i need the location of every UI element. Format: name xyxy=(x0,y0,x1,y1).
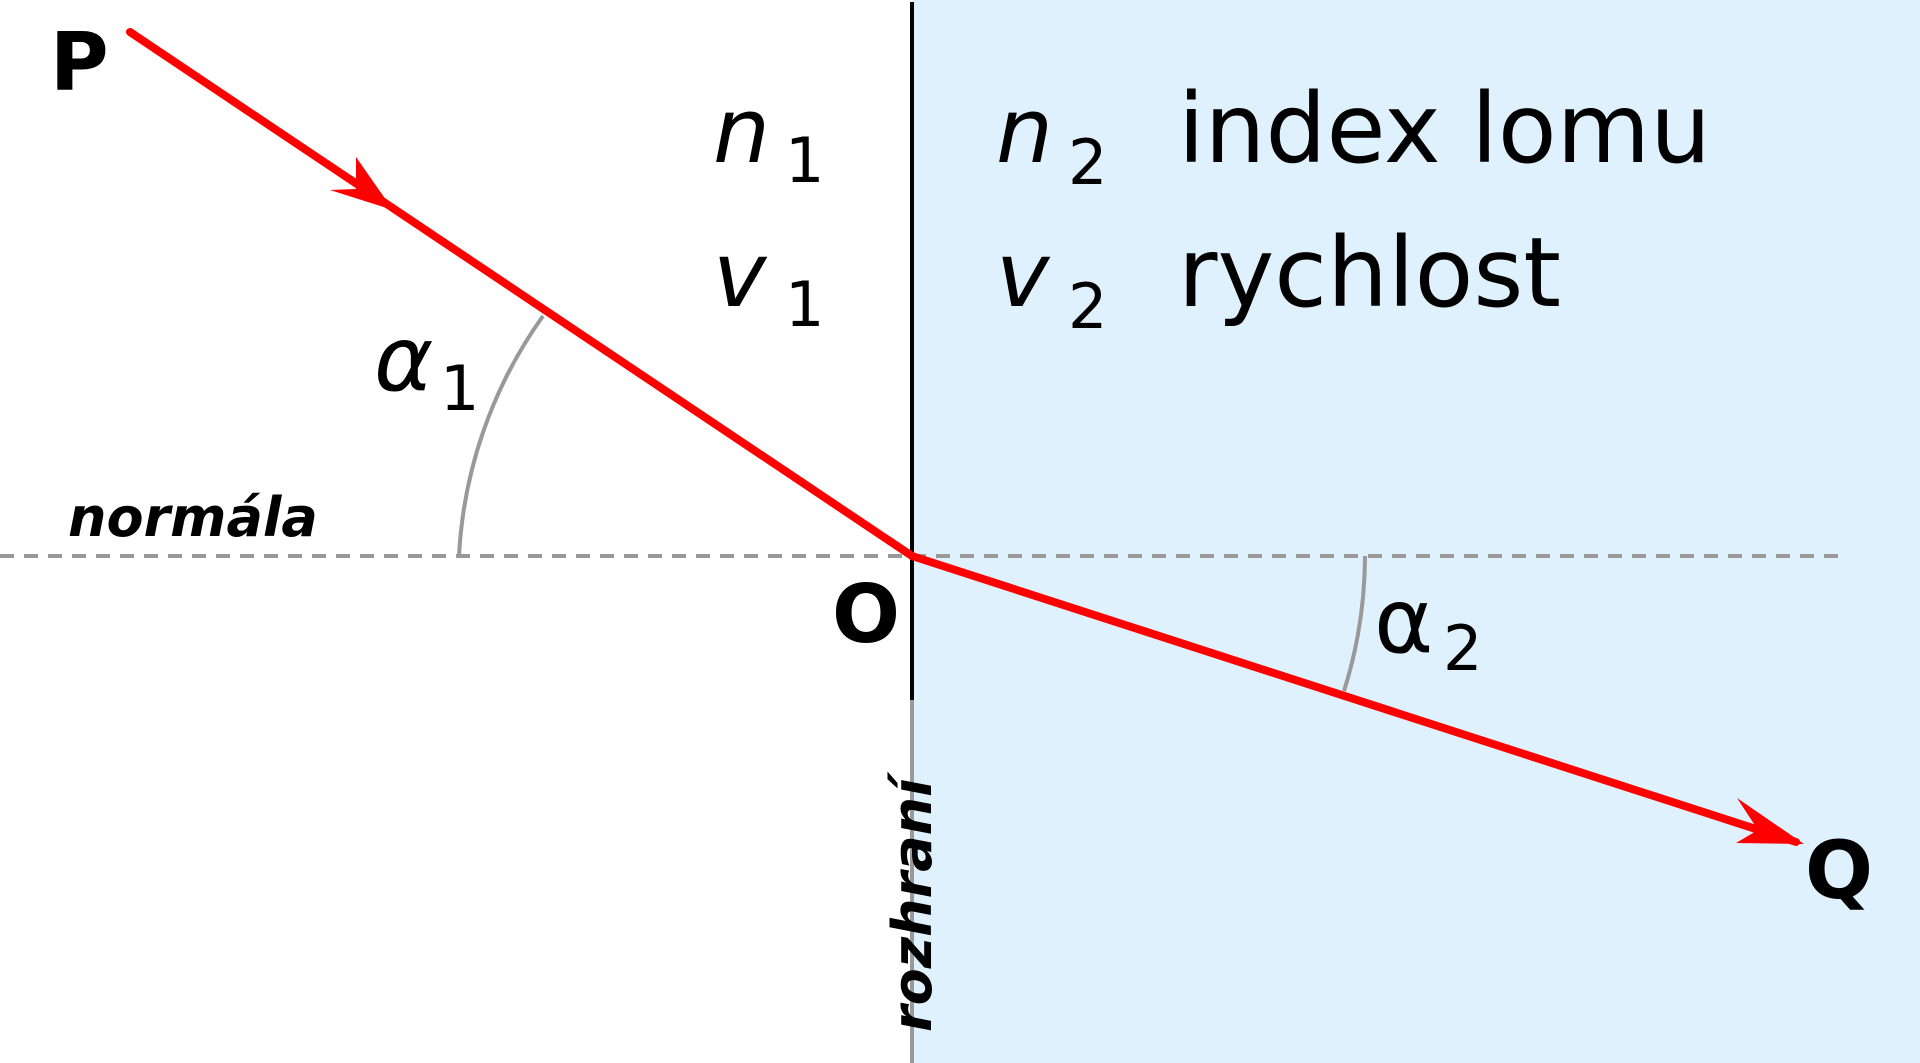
v1-symbol: v xyxy=(713,223,768,328)
v2-symbol: v xyxy=(996,223,1051,328)
alpha1-subscript: 1 xyxy=(440,352,479,425)
alpha2-subscript: 2 xyxy=(1443,612,1482,685)
n2-description: index lomu xyxy=(1178,73,1711,185)
medium-2-region xyxy=(912,0,1920,1063)
n1-symbol: n xyxy=(713,79,770,184)
incident-ray xyxy=(126,28,916,560)
refracted-ray xyxy=(908,552,1800,846)
v2-description: rychlost xyxy=(1178,217,1561,329)
angle-alpha2-arc xyxy=(1342,555,1367,692)
point-p-label: P xyxy=(50,16,109,109)
alpha2-symbol: α xyxy=(1374,569,1433,674)
v2-subscript: 2 xyxy=(1068,270,1107,343)
v1-subscript: 1 xyxy=(785,268,824,341)
refracted-ray-arrowhead xyxy=(1736,798,1804,844)
normal-label: normála xyxy=(68,486,318,549)
angle-alpha1-arc xyxy=(457,314,545,557)
alpha1-symbol: α xyxy=(374,307,433,412)
n1-subscript: 1 xyxy=(785,124,824,197)
n2-symbol: n xyxy=(996,79,1053,184)
n2-subscript: 2 xyxy=(1068,126,1107,199)
point-q-label: Q xyxy=(1805,824,1873,917)
incident-ray-arrowhead xyxy=(330,157,393,210)
interface-label: rozhraní xyxy=(881,771,944,1032)
point-o-label: O xyxy=(832,568,900,661)
